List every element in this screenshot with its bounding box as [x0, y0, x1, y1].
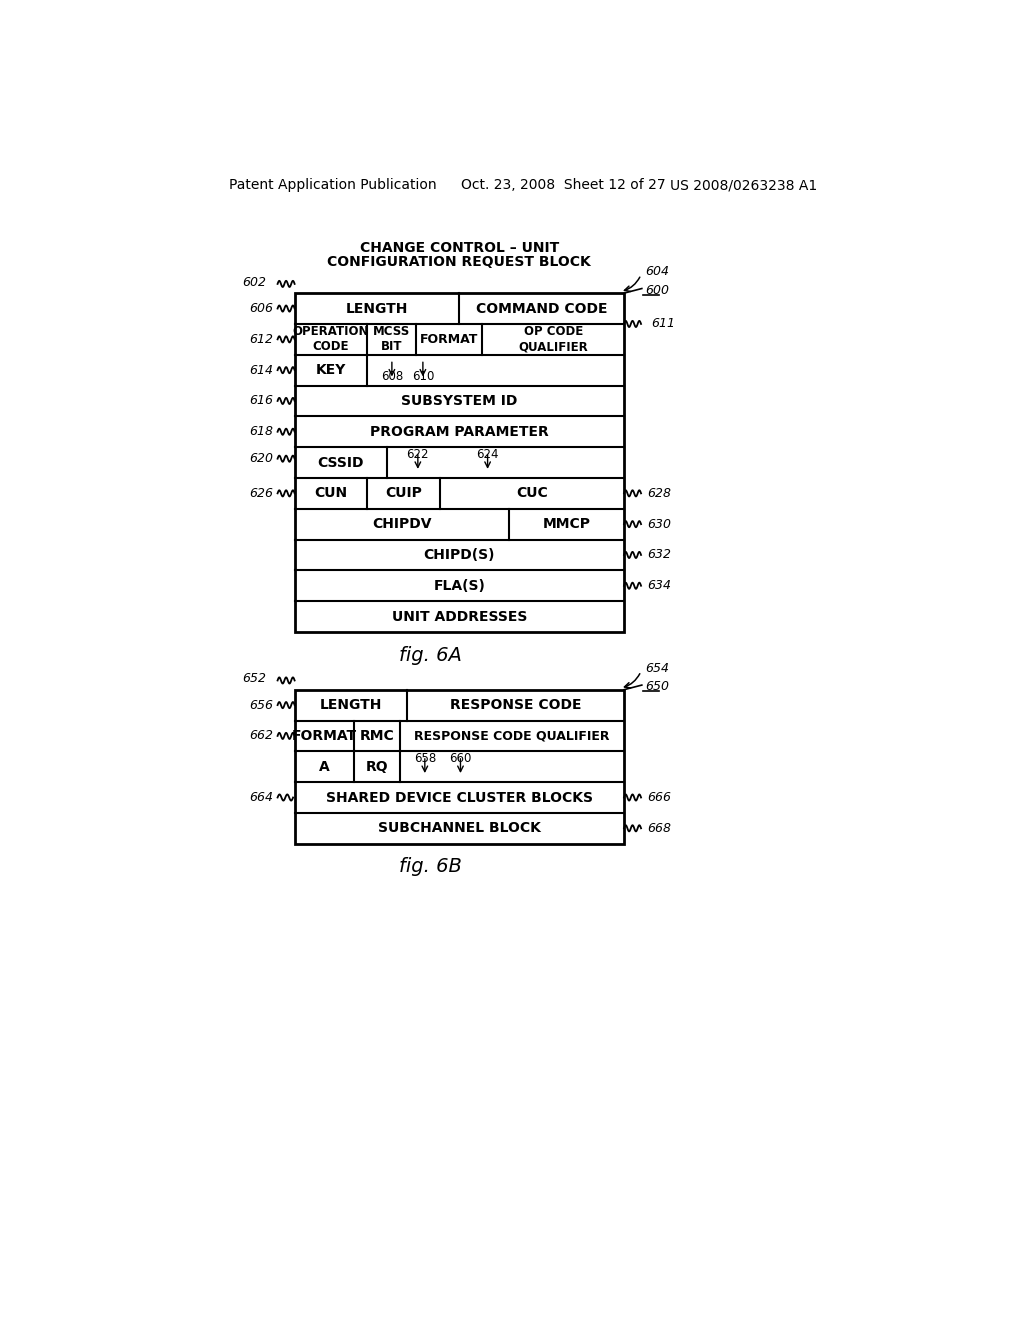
Text: CUIP: CUIP: [385, 486, 422, 500]
Text: 634: 634: [647, 579, 672, 593]
Text: RESPONSE CODE: RESPONSE CODE: [450, 698, 581, 711]
Bar: [295, 689, 624, 843]
Text: CUC: CUC: [516, 486, 548, 500]
Text: RQ: RQ: [366, 760, 388, 774]
Text: OP CODE
QUALIFIER: OP CODE QUALIFIER: [518, 325, 588, 354]
Text: 622: 622: [407, 449, 429, 462]
Text: 664: 664: [250, 791, 273, 804]
Text: CONFIGURATION REQUEST BLOCK: CONFIGURATION REQUEST BLOCK: [328, 255, 591, 269]
Text: SHARED DEVICE CLUSTER BLOCKS: SHARED DEVICE CLUSTER BLOCKS: [326, 791, 593, 804]
Text: 630: 630: [647, 517, 672, 531]
Text: 656: 656: [250, 698, 273, 711]
Text: UNIT ADDRESSES: UNIT ADDRESSES: [391, 610, 527, 623]
Text: 662: 662: [250, 730, 273, 742]
Text: CSSID: CSSID: [317, 455, 364, 470]
Text: CUN: CUN: [314, 486, 347, 500]
Text: 616: 616: [250, 395, 273, 408]
Text: CHANGE CONTROL – UNIT: CHANGE CONTROL – UNIT: [359, 242, 559, 256]
Bar: [295, 293, 624, 632]
Text: CHIPD(S): CHIPD(S): [424, 548, 495, 562]
Text: 650: 650: [646, 680, 670, 693]
Text: fig. 6B: fig. 6B: [398, 857, 462, 876]
Text: KEY: KEY: [315, 363, 346, 378]
Text: SUBCHANNEL BLOCK: SUBCHANNEL BLOCK: [378, 821, 541, 836]
Text: MCSS
BIT: MCSS BIT: [373, 325, 411, 354]
Text: FORMAT: FORMAT: [292, 729, 356, 743]
Text: 666: 666: [647, 791, 672, 804]
Text: 600: 600: [646, 284, 670, 297]
Text: 602: 602: [242, 276, 266, 289]
Text: 628: 628: [647, 487, 672, 500]
Text: OPERATION
CODE: OPERATION CODE: [293, 325, 369, 354]
Text: MMCP: MMCP: [543, 517, 591, 531]
Text: 611: 611: [651, 317, 675, 330]
Text: 610: 610: [412, 370, 434, 383]
Text: 604: 604: [645, 265, 669, 279]
Text: PROGRAM PARAMETER: PROGRAM PARAMETER: [370, 425, 549, 438]
Text: 652: 652: [242, 672, 266, 685]
Text: 626: 626: [250, 487, 273, 500]
Text: RMC: RMC: [359, 729, 394, 743]
Text: 614: 614: [250, 363, 273, 376]
Text: 608: 608: [381, 370, 403, 383]
Text: LENGTH: LENGTH: [346, 301, 409, 315]
Text: 624: 624: [476, 449, 499, 462]
Text: FLA(S): FLA(S): [433, 578, 485, 593]
Text: 612: 612: [250, 333, 273, 346]
Text: Oct. 23, 2008  Sheet 12 of 27: Oct. 23, 2008 Sheet 12 of 27: [461, 178, 666, 193]
Text: US 2008/0263238 A1: US 2008/0263238 A1: [671, 178, 818, 193]
Text: SUBSYSTEM ID: SUBSYSTEM ID: [401, 393, 517, 408]
Text: FORMAT: FORMAT: [420, 333, 478, 346]
Text: 654: 654: [645, 661, 669, 675]
Text: 668: 668: [647, 822, 672, 834]
Text: fig. 6A: fig. 6A: [398, 645, 462, 664]
Text: 632: 632: [647, 548, 672, 561]
Text: RESPONSE CODE QUALIFIER: RESPONSE CODE QUALIFIER: [415, 730, 609, 742]
Text: 658: 658: [414, 752, 436, 766]
Text: Patent Application Publication: Patent Application Publication: [228, 178, 436, 193]
Text: A: A: [318, 760, 330, 774]
Text: 620: 620: [250, 453, 273, 465]
Text: CHIPDV: CHIPDV: [372, 517, 431, 531]
Text: 606: 606: [250, 302, 273, 315]
Text: COMMAND CODE: COMMAND CODE: [476, 301, 607, 315]
Text: LENGTH: LENGTH: [319, 698, 382, 711]
Text: 618: 618: [250, 425, 273, 438]
Text: 660: 660: [450, 752, 472, 766]
